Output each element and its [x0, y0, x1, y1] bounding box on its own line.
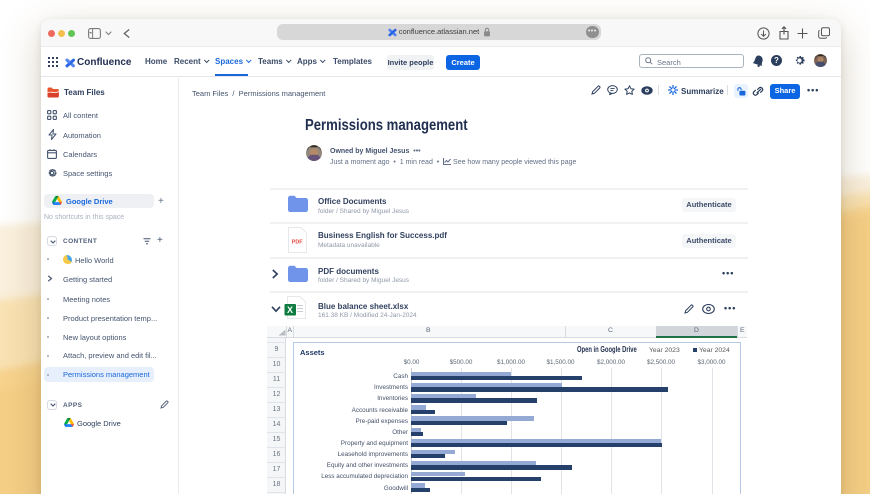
svg-text:PDF: PDF	[292, 239, 303, 245]
svg-text:X: X	[287, 305, 293, 315]
